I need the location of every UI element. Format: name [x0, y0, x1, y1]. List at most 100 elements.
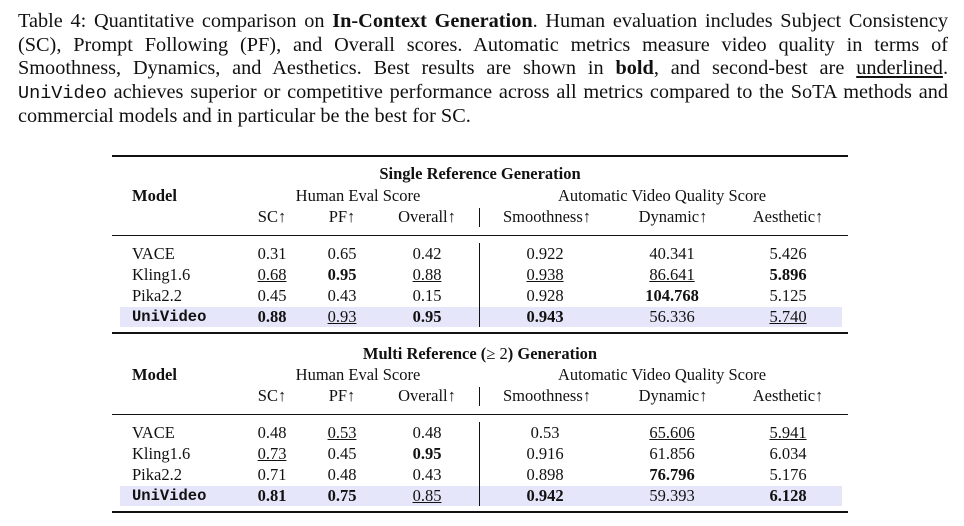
s1-row4-smooth: 0.943: [526, 307, 564, 326]
s2-row4-model: UniVideo: [132, 487, 207, 505]
s1-row2-sc: 0.68: [257, 265, 287, 284]
top-rule: [112, 155, 848, 157]
s1-row3-model: Pika2.2: [132, 286, 182, 305]
s2-row2-smooth: 0.916: [526, 444, 564, 463]
s1-row1-overall: 0.42: [412, 244, 442, 263]
s2-row1-sc: 0.48: [257, 423, 287, 442]
section2-col-dynamic: Dynamic↑: [638, 386, 708, 405]
s1-highlight-divider: [479, 307, 480, 327]
s2-row1-overall: 0.48: [412, 423, 442, 442]
section2-auto-header: Automatic Video Quality Score: [557, 365, 767, 384]
section2-col-overall: Overall↑: [398, 386, 456, 405]
section1-body-divider: [479, 243, 480, 327]
s2-row1-dynamic: 65.606: [649, 423, 695, 442]
s1-row2-smooth: 0.938: [526, 265, 564, 284]
s1-row3-sc: 0.45: [257, 286, 287, 305]
section1-mid-rule: [112, 235, 848, 236]
section2-mid-rule: [112, 414, 848, 415]
caption-text-2: . Human evaluation includes Subject Cons…: [18, 10, 949, 79]
s1-row4-pf: 0.93: [327, 307, 357, 326]
s1-row2-pf: 0.95: [327, 265, 357, 284]
section2-model-header: Model: [132, 365, 177, 384]
s1-row1-smooth: 0.922: [526, 244, 564, 263]
s1-row1-dynamic: 40.341: [649, 244, 695, 263]
section1-col-smoothness: Smoothness↑: [502, 207, 592, 226]
section1-col-overall: Overall↑: [398, 207, 456, 226]
s1-highlight-row: [120, 307, 842, 327]
s1-row4-dynamic: 56.336: [649, 307, 695, 326]
s2-row3-aesthetic: 5.176: [769, 465, 807, 484]
s2-row4-dynamic: 59.393: [649, 486, 695, 505]
s1-row1-sc: 0.31: [257, 244, 287, 263]
s1-row2-model: Kling1.6: [132, 265, 191, 284]
s1-row3-smooth: 0.928: [526, 286, 564, 305]
s1-row1-pf: 0.65: [327, 244, 357, 263]
caption-text-1: Table 4: Quantitative comparison on: [18, 10, 333, 32]
s2-row4-sc: 0.81: [257, 486, 287, 505]
s2-row1-model: VACE: [132, 423, 175, 442]
section1-header-divider: [479, 208, 480, 227]
s1-row3-dynamic: 104.768: [645, 286, 699, 305]
s1-row1-aesthetic: 5.426: [769, 244, 807, 263]
s2-row2-overall: 0.95: [412, 444, 442, 463]
section-separator-rule: [112, 332, 848, 334]
bottom-rule: [112, 511, 848, 513]
caption-underlined: underlined: [856, 57, 943, 79]
section1-title: Single Reference Generation: [379, 164, 581, 183]
s2-row4-aesthetic: 6.128: [769, 486, 807, 505]
section2-col-smoothness: Smoothness↑: [502, 386, 592, 405]
section1-col-dynamic: Dynamic↑: [638, 207, 708, 226]
caption-mono: UniVideo: [18, 82, 107, 104]
s1-row1-model: VACE: [132, 244, 175, 263]
section2-title-op: ≥ 2: [486, 344, 508, 363]
s2-row3-smooth: 0.898: [526, 465, 564, 484]
s2-row3-dynamic: 76.796: [649, 465, 695, 484]
caption-text-3: , and second-best are: [653, 57, 857, 79]
s2-row4-smooth: 0.942: [526, 486, 564, 505]
s1-row3-aesthetic: 5.125: [769, 286, 807, 305]
s2-row2-dynamic: 61.856: [649, 444, 695, 463]
s1-row3-overall: 0.15: [412, 286, 442, 305]
s1-row3-pf: 0.43: [327, 286, 357, 305]
s1-row4-overall: 0.95: [412, 307, 442, 326]
s2-highlight-row: [120, 486, 842, 506]
table-caption: Table 4: Quantitative comparison on In-C…: [18, 10, 948, 129]
s2-row3-overall: 0.43: [412, 465, 442, 484]
s2-row2-pf: 0.45: [327, 444, 357, 463]
section2-header-divider: [479, 387, 480, 406]
section2-col-aesthetic: Aesthetic↑: [752, 386, 824, 405]
s1-row2-dynamic: 86.641: [649, 265, 695, 284]
section2-human-eval-header: Human Eval Score: [295, 365, 421, 384]
caption-bold-2: bold: [615, 57, 654, 79]
section2-col-sc: SC↑: [257, 386, 287, 405]
section1-col-sc: SC↑: [257, 207, 287, 226]
caption-text-5: achieves superior or competitive perform…: [18, 80, 948, 128]
section2-title: Multi Reference (≥ 2) Generation: [363, 344, 597, 364]
s1-row4-model: UniVideo: [132, 308, 207, 326]
s2-row4-overall: 0.85: [412, 486, 442, 505]
section1-col-aesthetic: Aesthetic↑: [752, 207, 824, 226]
s2-row1-smooth: 0.53: [530, 423, 560, 442]
s2-row4-pf: 0.75: [327, 486, 357, 505]
s1-row2-aesthetic: 5.896: [769, 265, 807, 284]
s2-row2-sc: 0.73: [257, 444, 287, 463]
s2-highlight-divider: [479, 486, 480, 506]
section2-title-pre: Multi Reference (: [362, 344, 487, 363]
caption-text-4: .: [942, 57, 949, 79]
s1-row4-sc: 0.88: [257, 307, 287, 326]
s2-row3-pf: 0.48: [327, 465, 357, 484]
section2-col-pf: PF↑: [328, 386, 356, 405]
s2-row2-model: Kling1.6: [132, 444, 191, 463]
s1-row4-aesthetic: 5.740: [769, 307, 807, 326]
s2-row1-aesthetic: 5.941: [769, 423, 807, 442]
section1-auto-header: Automatic Video Quality Score: [557, 186, 767, 205]
caption-bold-1: In-Context Generation: [332, 10, 533, 32]
section1-model-header: Model: [132, 186, 177, 205]
section2-body-divider: [479, 422, 480, 506]
s2-row2-aesthetic: 6.034: [769, 444, 807, 463]
s2-row3-sc: 0.71: [257, 465, 287, 484]
section1-human-eval-header: Human Eval Score: [295, 186, 421, 205]
section2-title-post: ) Generation: [507, 344, 598, 363]
section1-col-pf: PF↑: [328, 207, 356, 226]
s1-row2-overall: 0.88: [412, 265, 442, 284]
